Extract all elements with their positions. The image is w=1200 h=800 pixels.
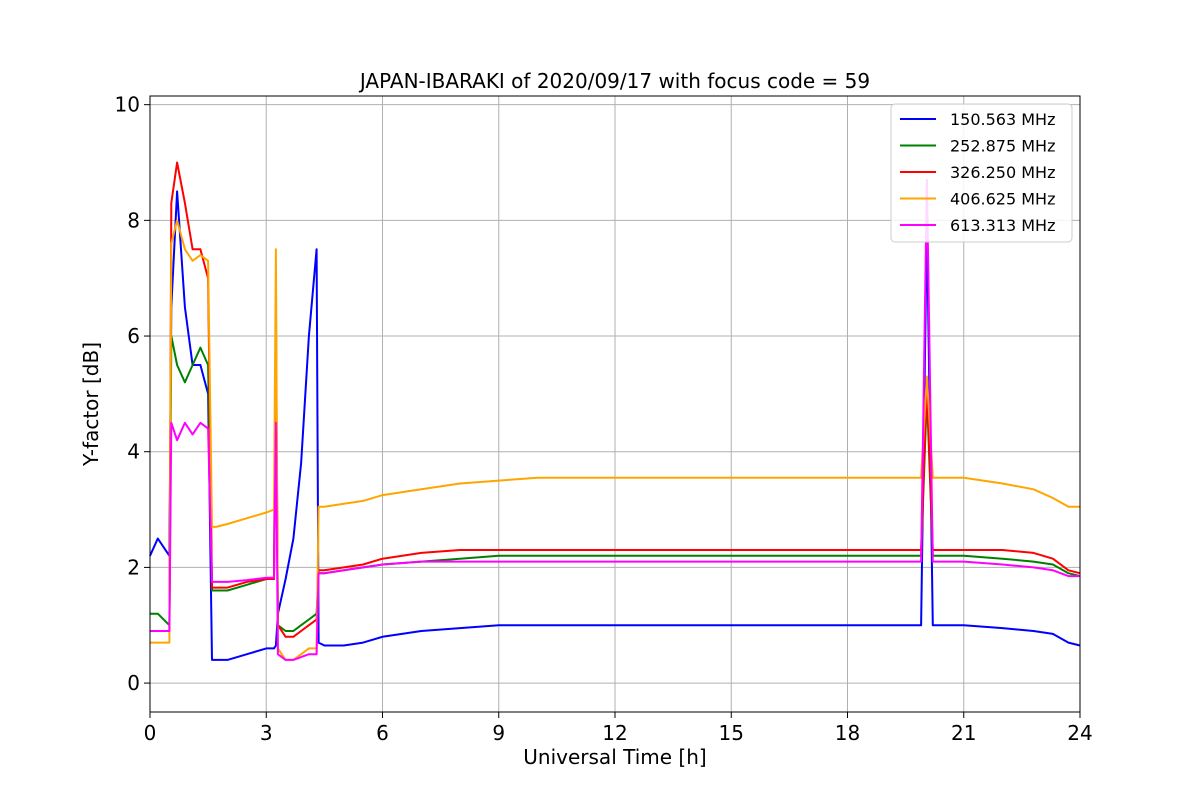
x-tick-label: 15	[719, 721, 744, 745]
legend-label-3: 406.625 MHz	[950, 190, 1055, 209]
y-tick-label: 10	[115, 93, 140, 117]
y-axis-label: Y-factor [dB]	[79, 342, 103, 467]
y-tick-label: 8	[127, 208, 140, 232]
legend-box	[890, 103, 1073, 243]
y-tick-label: 4	[127, 440, 140, 464]
x-tick-label: 6	[376, 721, 389, 745]
series-line-3	[150, 219, 1080, 661]
y-tick-label: 6	[127, 324, 140, 348]
x-tick-label: 21	[951, 721, 976, 745]
y-tick-label: 2	[127, 555, 140, 579]
x-tick-label: 3	[260, 721, 273, 745]
x-axis-label: Universal Time [h]	[523, 745, 706, 769]
y-tick-label: 0	[127, 671, 140, 695]
x-tick-label: 18	[835, 721, 860, 745]
legend-label-1: 252.875 MHz	[950, 137, 1055, 156]
chart-title: JAPAN-IBARAKI of 2020/09/17 with focus c…	[358, 69, 870, 93]
legend-label-2: 326.250 MHz	[950, 163, 1055, 182]
legend-label-0: 150.563 MHz	[950, 110, 1055, 129]
series-line-4	[150, 178, 1080, 661]
x-tick-label: 12	[602, 721, 627, 745]
legend: 150.563 MHz 252.875 MHz 326.250 MHz 406.625…	[890, 103, 1073, 243]
x-tick-label: 24	[1067, 721, 1092, 745]
x-tick-label: 9	[492, 721, 505, 745]
series-layer	[149, 161, 1081, 661]
legend-label-4: 613.313 MHz	[950, 216, 1055, 235]
x-tick-label: 0	[144, 721, 157, 745]
